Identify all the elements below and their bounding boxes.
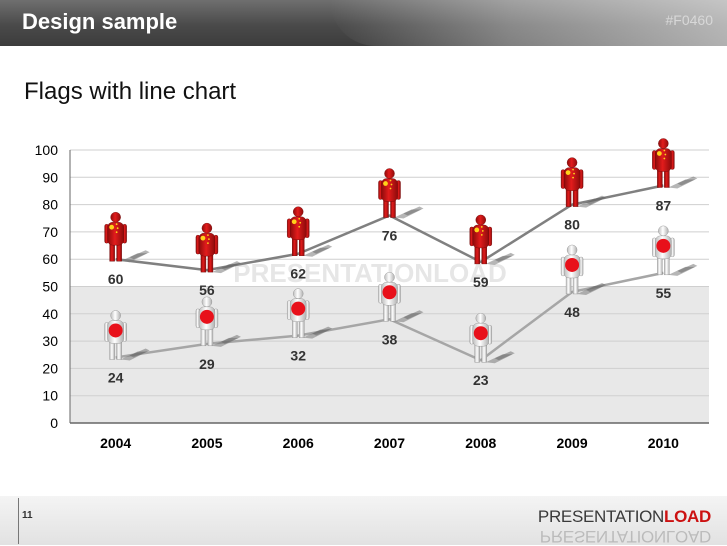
person-marker-japan — [104, 310, 150, 361]
person-marker-china — [195, 222, 241, 274]
y-tick-label: 20 — [42, 360, 58, 376]
x-tick-label: 2008 — [465, 435, 496, 451]
data-label: 55 — [656, 285, 672, 301]
data-label: 38 — [382, 331, 398, 347]
y-tick-label: 80 — [42, 197, 58, 213]
footer-bar — [0, 496, 727, 545]
slide-title: Flags with line chart — [24, 78, 237, 105]
slide-code: #F0460 — [665, 12, 713, 28]
person-marker-china — [378, 168, 424, 219]
y-tick-label: 70 — [42, 224, 58, 240]
header-sheen — [330, 0, 727, 46]
person-marker-china — [469, 214, 515, 265]
x-tick-label: 2006 — [283, 435, 314, 451]
footer-divider — [18, 498, 19, 544]
watermark-text: PRESENTATIONLOAD — [233, 258, 506, 288]
series-line — [115, 271, 664, 362]
y-tick-label: 10 — [42, 388, 58, 404]
data-label: 59 — [473, 274, 489, 290]
person-marker-japan — [560, 244, 607, 295]
y-tick-label: 40 — [42, 306, 58, 322]
y-tick-label: 90 — [42, 169, 58, 185]
plot-band — [70, 286, 709, 423]
data-label: 56 — [199, 282, 215, 298]
line-chart: PRESENTATIONLOAD 0 10 20 30 40 50 60 70 80 90 100 2… — [35, 138, 709, 451]
x-tick-label: 2005 — [191, 435, 222, 451]
data-label: 23 — [473, 372, 489, 388]
series-line — [115, 184, 664, 272]
person-marker-japan — [652, 225, 698, 276]
data-label: 29 — [199, 356, 215, 372]
data-label: 24 — [108, 369, 124, 385]
y-tick-label: 60 — [42, 251, 58, 267]
person-marker-japan — [469, 313, 515, 364]
person-marker-china — [652, 138, 698, 189]
y-tick-label: 50 — [42, 279, 58, 295]
person-marker-china — [560, 157, 607, 208]
page-number: 11 — [22, 510, 33, 521]
person-marker-japan — [378, 272, 424, 323]
data-label: 60 — [108, 271, 124, 287]
y-tick-label: 100 — [35, 142, 59, 158]
data-label: 76 — [382, 228, 398, 244]
x-tick-label: 2009 — [556, 435, 587, 451]
brand-logo: PRESENTATIONLOAD — [537, 507, 711, 526]
data-label: 62 — [290, 266, 306, 282]
header-title: Design sample — [22, 9, 178, 34]
person-marker-china — [104, 211, 150, 263]
data-label: 87 — [656, 197, 672, 213]
x-tick-label: 2004 — [100, 435, 131, 451]
person-marker-japan — [287, 288, 333, 339]
x-tick-label: 2007 — [374, 435, 405, 451]
y-tick-label: 0 — [50, 415, 58, 431]
person-marker-china — [287, 206, 333, 257]
x-tick-label: 2010 — [648, 435, 679, 451]
brand-logo-reflection: PRESENTATIONLOAD — [539, 527, 711, 546]
data-label: 32 — [290, 348, 306, 364]
y-tick-label: 30 — [42, 333, 58, 349]
data-label: 48 — [564, 304, 580, 320]
person-marker-japan — [195, 296, 241, 347]
data-label: 80 — [564, 217, 580, 233]
